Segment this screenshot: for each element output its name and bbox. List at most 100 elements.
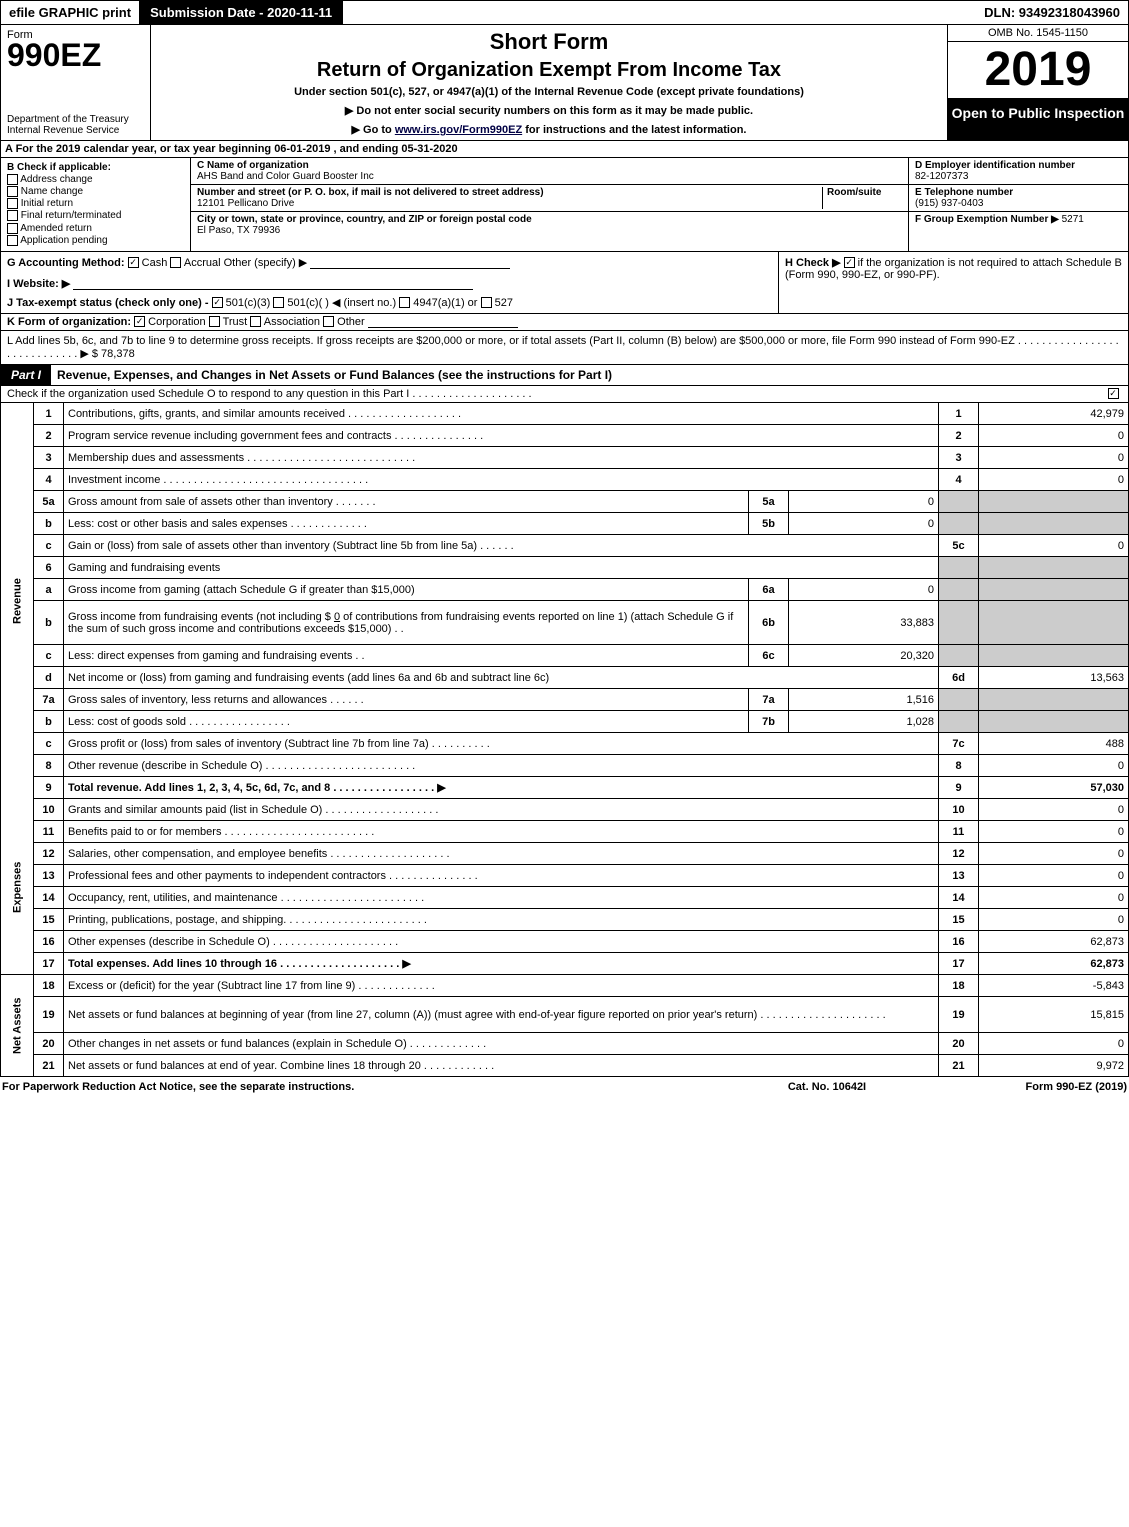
d-grp-label: F Group Exemption Number ▶ [915,214,1059,225]
chk-corporation[interactable] [134,316,145,327]
chk-application-pending[interactable]: Application pending [7,235,184,246]
d-grp-value: 5271 [1062,214,1084,225]
d-ein: D Employer identification number 82-1207… [909,158,1128,185]
opt-other: Other (specify) ▶ [224,257,308,269]
line-4: 4 Investment income . . . . . . . . . . … [1,469,1129,491]
d-tel-label: E Telephone number [915,187,1013,198]
efile-button[interactable]: efile GRAPHIC print [1,1,140,24]
l-value: 78,378 [101,348,135,360]
line-12: 12 Salaries, other compensation, and emp… [1,843,1129,865]
chk-amended-return[interactable]: Amended return [7,223,184,234]
row-a-tax-year: A For the 2019 calendar year, or tax yea… [0,141,1129,158]
chk-527[interactable] [481,297,492,308]
submission-date: Submission Date - 2020-11-11 [140,1,343,24]
line-9: 9 Total revenue. Add lines 1, 2, 3, 4, 5… [1,777,1129,799]
form-header: Form 990EZ Department of the Treasury In… [0,25,1129,141]
line-6a: a Gross income from gaming (attach Sched… [1,579,1129,601]
col-d-info: D Employer identification number 82-1207… [908,158,1128,251]
row-k: K Form of organization: Corporation Trus… [0,314,1129,331]
netassets-sidelabel: Net Assets [1,975,34,1077]
c-name: C Name of organization AHS Band and Colo… [191,158,908,185]
c-city-row: City or town, state or province, country… [191,212,908,238]
line-7b: b Less: cost of goods sold . . . . . . .… [1,711,1129,733]
opt-501c: 501(c)( ) ◀ (insert no.) [287,297,396,309]
c-city-label: City or town, state or province, country… [197,214,532,225]
chk-association[interactable] [250,316,261,327]
line-6c: c Less: direct expenses from gaming and … [1,645,1129,667]
chk-501c3[interactable] [212,297,223,308]
line-20: 20 Other changes in net assets or fund b… [1,1033,1129,1055]
k-other-input[interactable] [368,316,518,328]
header-center: Short Form Return of Organization Exempt… [151,25,948,140]
note-ssn: ▶ Do not enter social security numbers o… [159,104,939,117]
d-group: F Group Exemption Number ▶ 5271 [909,212,1128,227]
opt-trust: Trust [223,316,248,328]
line-21: 21 Net assets or fund balances at end of… [1,1055,1129,1077]
chk-4947[interactable] [399,297,410,308]
line-7c: c Gross profit or (loss) from sales of i… [1,733,1129,755]
col-c-org-info: C Name of organization AHS Band and Colo… [191,158,908,251]
chk-501c[interactable] [273,297,284,308]
col-b-checkboxes: B Check if applicable: Address change Na… [1,158,191,251]
line-8: 8 Other revenue (describe in Schedule O)… [1,755,1129,777]
l-text: L Add lines 5b, 6c, and 7b to line 9 to … [7,335,1119,360]
g-other-input[interactable] [310,257,510,269]
part1-sub-text: Check if the organization used Schedule … [7,388,1104,400]
part1-sub-check[interactable] [1104,388,1122,400]
line-2: 2 Program service revenue including gove… [1,425,1129,447]
tax-year: 2019 [948,42,1128,99]
d-tel: E Telephone number (915) 937-0403 [909,185,1128,212]
title-return: Return of Organization Exempt From Incom… [159,59,939,82]
line-6d: d Net income or (loss) from gaming and f… [1,667,1129,689]
opt-cash: Cash [142,257,168,269]
form-number: 990EZ [7,41,144,70]
chk-address-change[interactable]: Address change [7,174,184,185]
opt-501c3: 501(c)(3) [226,297,271,309]
d-ein-label: D Employer identification number [915,160,1075,171]
website-input[interactable] [73,278,473,290]
i-website-label: I Website: ▶ [7,278,70,290]
dept-text: Department of the Treasury [7,114,129,125]
line-19: 19 Net assets or fund balances at beginn… [1,997,1129,1033]
b-heading: B Check if applicable: [7,162,184,173]
row-gh: G Accounting Method: Cash Accrual Other … [0,252,1129,314]
section-bcd: B Check if applicable: Address change Na… [0,158,1129,252]
expenses-sidelabel: Expenses [1,799,34,975]
header-right: OMB No. 1545-1150 2019 Open to Public In… [948,25,1128,140]
g-label: G Accounting Method: [7,257,125,269]
line-10: Expenses 10 Grants and similar amounts p… [1,799,1129,821]
part1-header: Part I Revenue, Expenses, and Changes in… [0,365,1129,386]
line-3: 3 Membership dues and assessments . . . … [1,447,1129,469]
irs-link[interactable]: www.irs.gov/Form990EZ [395,124,522,136]
chk-h[interactable] [844,257,855,268]
opt-assoc: Association [264,316,320,328]
row-l: L Add lines 5b, 6c, and 7b to line 9 to … [0,331,1129,365]
chk-accrual[interactable] [170,257,181,268]
chk-cash[interactable] [128,257,139,268]
c-street-label: Number and street (or P. O. box, if mail… [197,187,544,198]
chk-trust[interactable] [209,316,220,327]
top-toolbar: efile GRAPHIC print Submission Date - 20… [0,0,1129,25]
c-street-row: Number and street (or P. O. box, if mail… [191,185,908,212]
line-15: 15 Printing, publications, postage, and … [1,909,1129,931]
irs-text: Internal Revenue Service [7,125,119,136]
line-11: 11 Benefits paid to or for members . . .… [1,821,1129,843]
line-16: 16 Other expenses (describe in Schedule … [1,931,1129,953]
opt-other-org: Other [337,316,365,328]
line-17: 17 Total expenses. Add lines 10 through … [1,953,1129,975]
c-name-value: AHS Band and Color Guard Booster Inc [197,171,374,182]
note2-post: for instructions and the latest informat… [522,124,746,136]
c-room-label: Room/suite [827,187,881,198]
chk-name-change[interactable]: Name change [7,186,184,197]
line-6b: b Gross income from fundraising events (… [1,601,1129,645]
chk-other-org[interactable] [323,316,334,327]
dln-label: DLN: 93492318043960 [976,1,1128,24]
footer-formref: Form 990-EZ (2019) [927,1081,1127,1093]
c-city-value: El Paso, TX 79936 [197,225,280,236]
opt-corp: Corporation [148,316,205,328]
chk-initial-return[interactable]: Initial return [7,198,184,209]
open-to-public: Open to Public Inspection [948,99,1128,140]
chk-final-return[interactable]: Final return/terminated [7,210,184,221]
line-14: 14 Occupancy, rent, utilities, and maint… [1,887,1129,909]
title-short-form: Short Form [159,29,939,55]
